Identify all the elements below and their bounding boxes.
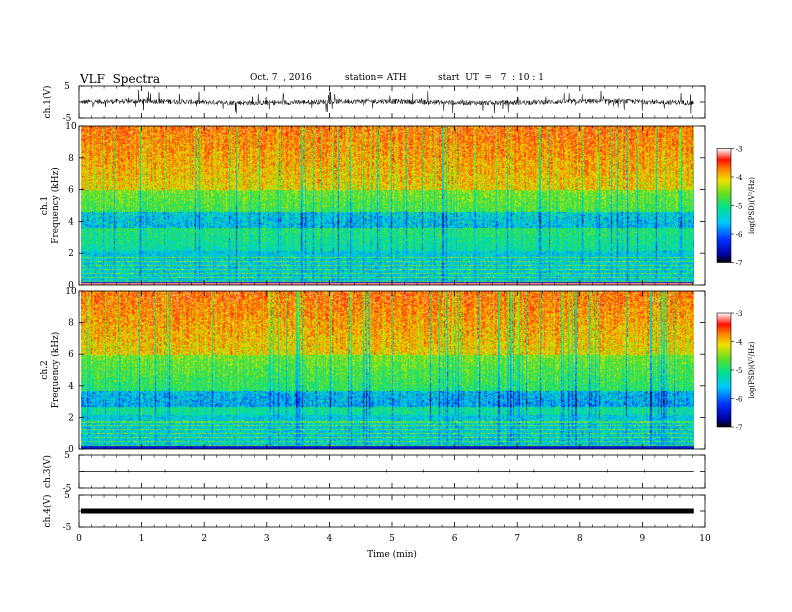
colorbar-tick-label: -4 (736, 339, 743, 347)
y-axis-label: ch.4(V) (42, 495, 53, 528)
colorbar-label: log(PSD)(V²/Hz) (748, 341, 756, 398)
x-tick-label: 2 (201, 534, 207, 544)
x-tick-label: 4 (327, 534, 333, 544)
date-label: Oct. 7 , 2016 (250, 73, 312, 83)
x-tick-label: 0 (76, 534, 82, 544)
x-tick-label: 6 (452, 534, 458, 544)
colorbar (716, 148, 732, 263)
y-tick-label: 2 (68, 413, 74, 423)
colorbar (716, 312, 732, 428)
y-tick-label: 2 (68, 249, 74, 259)
colorbar-tick-label: -3 (736, 310, 743, 318)
colorbar-tick-label: -3 (736, 146, 743, 154)
y-axis-label: Frequency (kHz) (50, 332, 61, 409)
spectrogram-ch1 (81, 126, 694, 285)
start-time-label: start UT = 7 : 10 : 1 (438, 73, 544, 83)
y-tick-label: -5 (63, 523, 72, 533)
colorbar-tick-label: -6 (736, 396, 743, 404)
y-tick-label: 4 (68, 382, 74, 392)
x-axis-label: Time (min) (367, 549, 417, 560)
y-tick-label: 4 (68, 217, 74, 227)
ch1-waveform (80, 90, 694, 114)
y-tick-label: -5 (63, 114, 72, 124)
colorbar-tick-label: -7 (736, 424, 743, 432)
y-tick-label: 5 (64, 451, 70, 461)
x-tick-label: 7 (514, 534, 520, 544)
chart-title: VLF Spectra (80, 72, 161, 86)
spectrogram-ch2 (81, 291, 694, 449)
y-tick-label: 8 (68, 154, 74, 164)
colorbar-tick-label: -5 (736, 203, 743, 211)
y-tick-label: 6 (68, 186, 74, 196)
y-tick-label: 6 (68, 350, 74, 360)
x-tick-label: 10 (699, 534, 711, 544)
ch4-waveform (81, 508, 694, 514)
channel-label: ch.2 (40, 360, 50, 379)
y-axis-label: Frequency (kHz) (50, 167, 61, 244)
x-tick-label: 8 (577, 534, 583, 544)
channel-label: ch.1 (40, 196, 50, 215)
y-tick-label: 5 (64, 491, 70, 501)
y-axis-label: ch.3(V) (42, 455, 53, 488)
x-tick-label: 5 (389, 534, 395, 544)
y-tick-label: -5 (63, 484, 72, 494)
y-tick-label: 0 (68, 445, 74, 455)
x-tick-label: 3 (264, 534, 270, 544)
y-tick-label: 10 (65, 287, 77, 297)
x-tick-label: 1 (139, 534, 145, 544)
y-tick-label: 8 (68, 319, 74, 329)
y-axis-label: ch.1(V) (42, 86, 53, 119)
x-tick-label: 9 (640, 534, 646, 544)
colorbar-tick-label: -7 (736, 260, 743, 268)
station-label: station= ATH (345, 73, 407, 83)
colorbar-tick-label: -6 (736, 231, 743, 239)
colorbar-tick-label: -4 (736, 174, 743, 182)
colorbar-label: log(PSD)(V²/Hz) (748, 177, 756, 234)
y-tick-label: 10 (65, 122, 77, 132)
y-tick-label: 0 (68, 281, 74, 291)
y-tick-label: 5 (64, 82, 70, 92)
colorbar-tick-label: -5 (736, 367, 743, 375)
